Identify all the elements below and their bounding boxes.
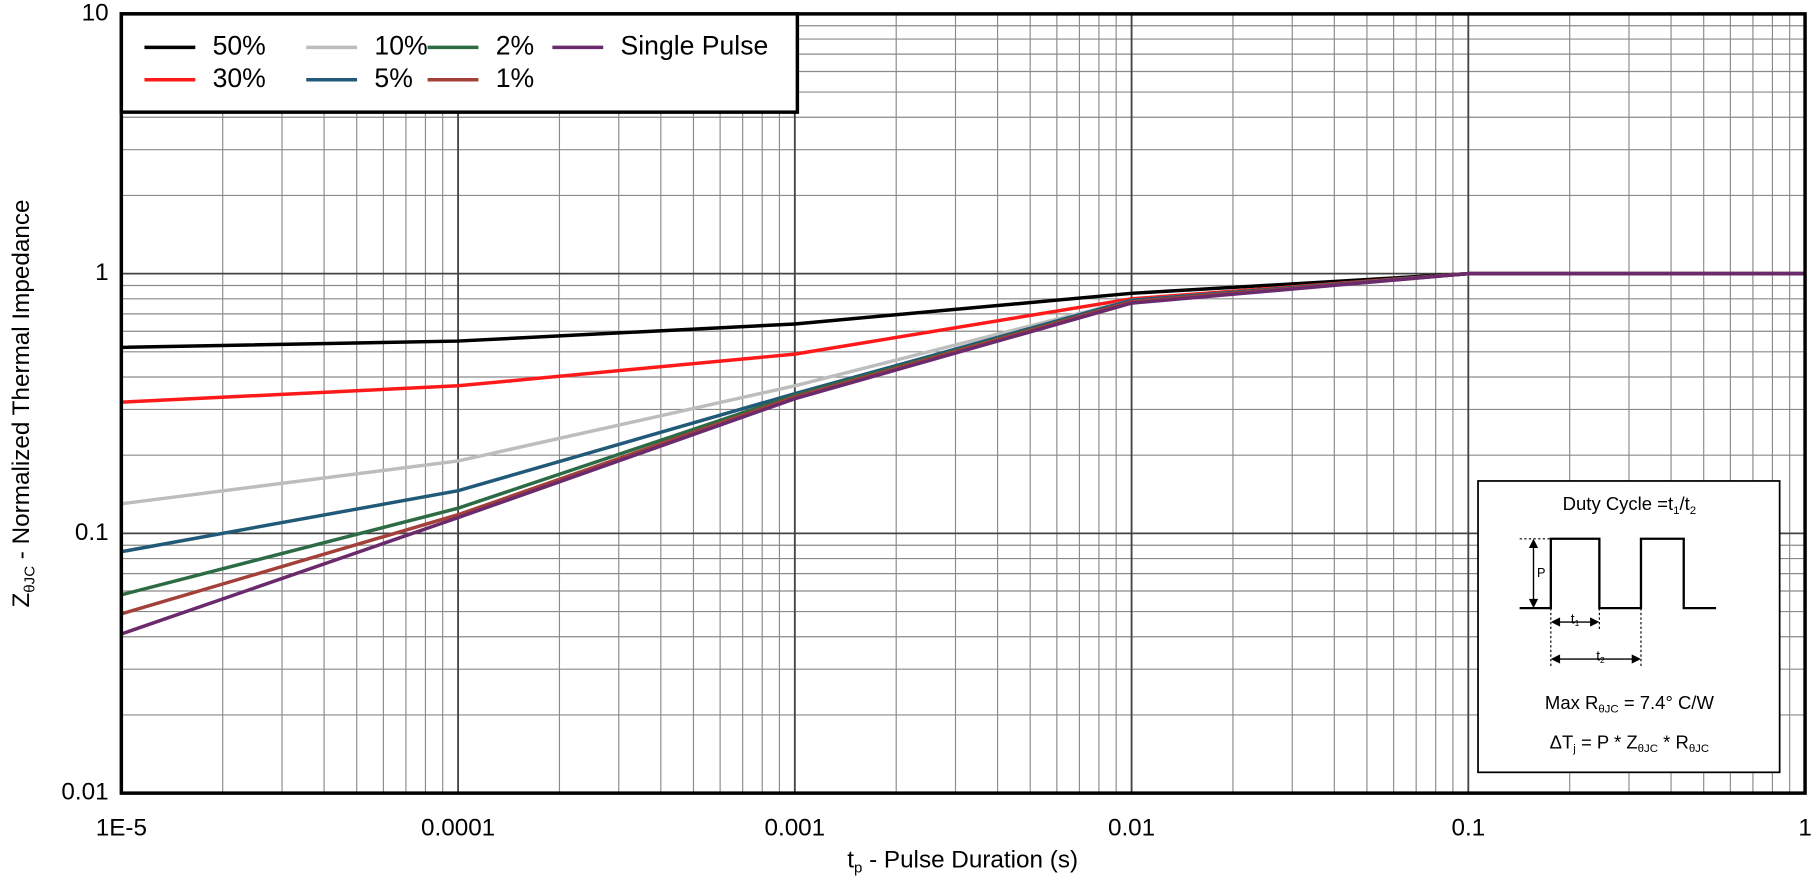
dotted-guides: [1519, 538, 1642, 666]
delta-text-sub: j: [1572, 743, 1576, 755]
series-line: [121, 271, 1806, 404]
inset-title-text: Duty Cycle =t: [1563, 493, 1673, 514]
t2-label-sub: 2: [1600, 655, 1605, 665]
t1-label-sub: 1: [1575, 618, 1580, 628]
p-label: P: [1537, 565, 1545, 580]
t2-label: t2: [1596, 647, 1605, 665]
legend-label: 2%: [496, 30, 534, 60]
inset-title-sub: 2: [1690, 505, 1696, 517]
max-r-text-text: Max R: [1545, 692, 1598, 713]
legend: 50%30% 10%5% 2%1% Single Pulse: [119, 12, 800, 114]
delta-text-sub: θJC: [1689, 743, 1709, 755]
y-tick-label: 1: [95, 259, 108, 286]
series-line: [120, 271, 1806, 636]
series-line: [121, 271, 1806, 350]
y-axis-label-sub: θJC: [21, 566, 38, 593]
plot-frame: [119, 12, 1807, 795]
max-r-text-text: = 7.4° C/W: [1619, 692, 1715, 713]
legend-box: [119, 12, 800, 114]
legend-label: 1%: [496, 63, 534, 93]
legend-label: 30%: [213, 63, 266, 93]
x-tick-label: 0.0001: [421, 814, 495, 841]
x-axis-label-sub: p: [854, 860, 862, 877]
x-tick-label: 0.001: [764, 814, 825, 841]
y-tick-label: 0.01: [61, 779, 108, 806]
x-tick-label: 0.1: [1451, 814, 1485, 841]
delta-text-text: ΔT: [1550, 731, 1574, 752]
y-axis-label-text: Z: [9, 593, 36, 608]
legend-label: Single Pulse: [621, 30, 769, 60]
x-axis-label: tp - Pulse Duration (s): [847, 847, 1078, 877]
inset-title-text: /t: [1679, 493, 1689, 514]
x-tick-label: 0.01: [1108, 814, 1155, 841]
y-tick-label: 0.1: [75, 519, 109, 546]
inset-title-sub: 1: [1673, 505, 1679, 517]
delta-text: ΔTj = P * ZθJC * RθJC: [1550, 731, 1710, 755]
t1-label: t1: [1571, 610, 1580, 628]
y-axis-label: ZθJC - Normalized Thermal Impedance: [9, 199, 39, 607]
max-r-text: Max RθJC = 7.4° C/W: [1545, 692, 1715, 716]
legend-label: 10%: [374, 30, 427, 60]
delta-text-sub: θJC: [1638, 743, 1658, 755]
max-r-text-sub: θJC: [1598, 704, 1618, 716]
inset-title: Duty Cycle =t1/t2: [1563, 493, 1696, 517]
delta-text-text: * R: [1658, 731, 1689, 752]
pulse-waveform: [1519, 537, 1717, 610]
legend-label: 50%: [213, 30, 266, 60]
t1-label-text: t: [1571, 610, 1575, 626]
x-tick-label: 1E-5: [96, 814, 147, 841]
delta-text-text: = P * Z: [1576, 731, 1638, 752]
dimension-lines: [1532, 541, 1639, 660]
legend-label: 5%: [374, 63, 412, 93]
x-axis-label-text: t: [847, 847, 854, 874]
y-tick-label: 10: [82, 0, 109, 26]
series-lines: [120, 271, 1806, 636]
x-axis-label-text: - Pulse Duration (s): [862, 847, 1078, 874]
t2-label-text: t: [1596, 647, 1600, 663]
x-tick-label: 1: [1798, 814, 1811, 841]
y-axis-label-text: - Normalized Thermal Impedance: [9, 199, 36, 565]
inset-box: [1477, 480, 1781, 774]
